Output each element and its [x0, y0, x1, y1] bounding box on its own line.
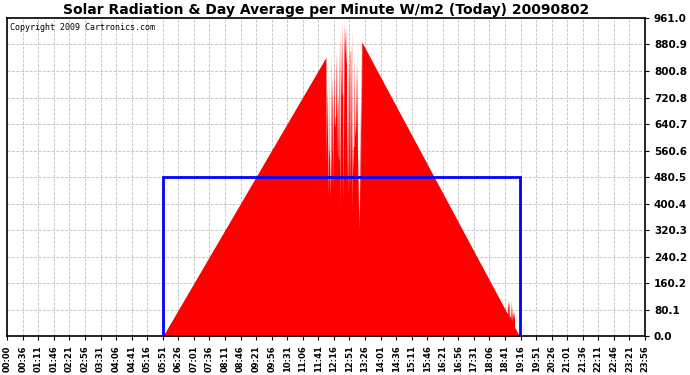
Bar [163, 177, 520, 336]
Text: Copyright 2009 Cartronics.com: Copyright 2009 Cartronics.com [10, 23, 155, 32]
Title: Solar Radiation & Day Average per Minute W/m2 (Today) 20090802: Solar Radiation & Day Average per Minute… [63, 3, 589, 17]
